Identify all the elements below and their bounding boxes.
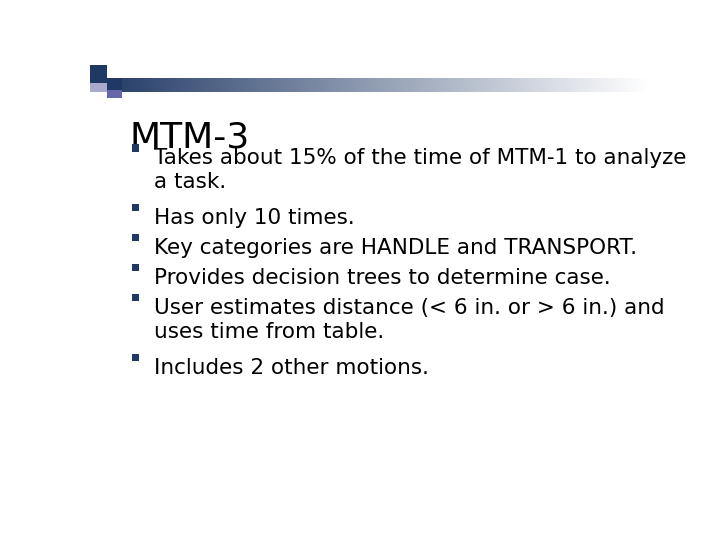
FancyBboxPatch shape — [90, 65, 107, 84]
FancyBboxPatch shape — [90, 83, 107, 92]
Text: Provides decision trees to determine case.: Provides decision trees to determine cas… — [154, 268, 611, 288]
FancyBboxPatch shape — [132, 144, 139, 152]
FancyBboxPatch shape — [107, 78, 122, 90]
Text: Key categories are HANDLE and TRANSPORT.: Key categories are HANDLE and TRANSPORT. — [154, 238, 637, 258]
FancyBboxPatch shape — [132, 354, 139, 361]
Text: MTM-3: MTM-3 — [129, 121, 249, 155]
FancyBboxPatch shape — [107, 90, 122, 98]
Text: Has only 10 times.: Has only 10 times. — [154, 208, 355, 228]
FancyBboxPatch shape — [132, 264, 139, 271]
FancyBboxPatch shape — [132, 234, 139, 241]
Text: User estimates distance (< 6 in. or > 6 in.) and
uses time from table.: User estimates distance (< 6 in. or > 6 … — [154, 298, 665, 342]
FancyBboxPatch shape — [132, 204, 139, 212]
FancyBboxPatch shape — [132, 294, 139, 301]
Text: Includes 2 other motions.: Includes 2 other motions. — [154, 357, 429, 377]
Text: Takes about 15% of the time of MTM-1 to analyze
a task.: Takes about 15% of the time of MTM-1 to … — [154, 148, 687, 192]
